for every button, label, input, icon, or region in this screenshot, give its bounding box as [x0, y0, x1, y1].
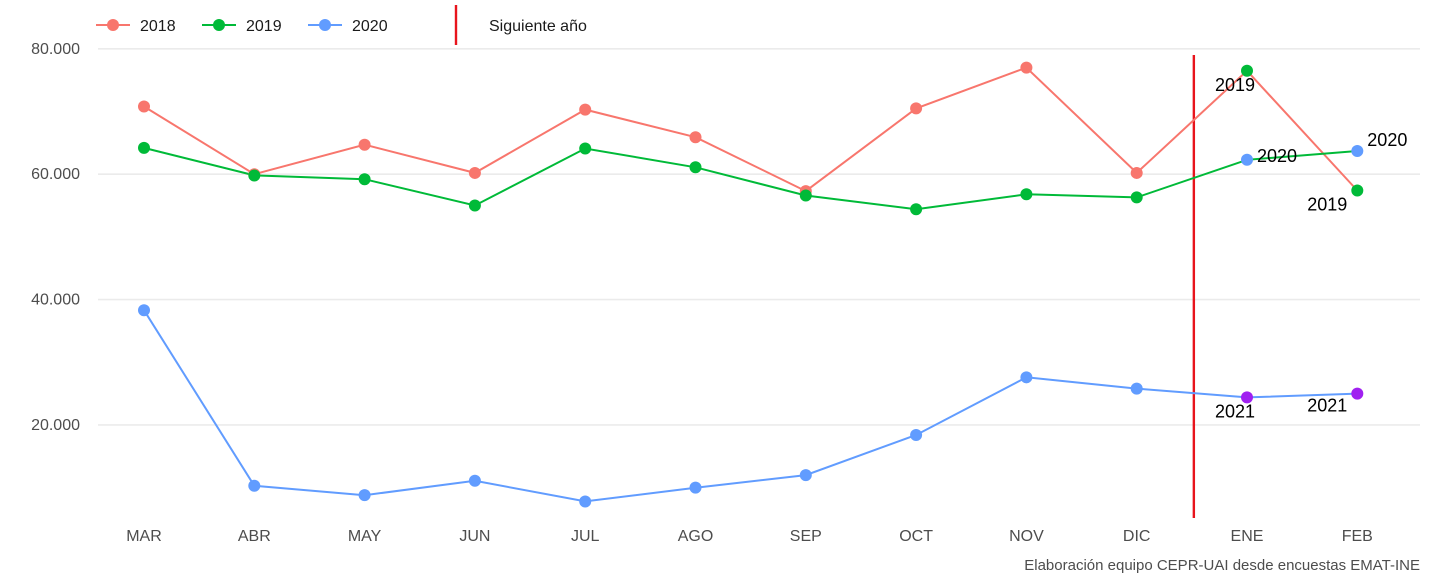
legend-label-2019: 2019	[246, 18, 282, 35]
point-annotation: 2021	[1215, 401, 1255, 421]
y-tick-label: 20.000	[31, 417, 80, 434]
data-point-2019-NOV	[1020, 188, 1033, 201]
x-tick-label: MAR	[126, 528, 162, 545]
series-line-2019	[143, 146, 1358, 211]
x-tick-label: DIC	[1123, 528, 1151, 545]
data-point-2019-ABR	[248, 169, 261, 182]
x-tick-label: NOV	[1009, 528, 1044, 545]
series-points	[138, 61, 1364, 508]
x-tick-label: OCT	[899, 528, 933, 545]
data-point-2020-OCT	[910, 428, 923, 441]
data-point-2018-AGO	[689, 131, 702, 144]
x-tick-label: SEP	[790, 528, 822, 545]
x-tick-label: ABR	[238, 528, 271, 545]
series-line-2018	[143, 66, 1359, 193]
legend-label-2020: 2020	[352, 18, 388, 35]
data-point-2020-JUL	[579, 495, 592, 508]
x-tick-label: JUN	[459, 528, 490, 545]
series-lines	[143, 66, 1359, 503]
point-annotation: 2019	[1307, 194, 1347, 214]
data-point-2018-FEB	[1351, 184, 1364, 197]
x-tick-label: JUL	[571, 528, 600, 545]
point-annotations: 2019 2020 2021 2020 2019 2021	[1215, 75, 1407, 422]
data-point-2018-OCT	[910, 102, 923, 115]
point-annotation: 2019	[1215, 75, 1255, 95]
data-point-2020-ENE	[1241, 391, 1253, 404]
data-point-2020-MAY	[358, 489, 371, 502]
data-point-2020-AGO	[689, 481, 702, 494]
data-point-2018-JUL	[579, 103, 592, 116]
data-point-2018-DIC	[1130, 166, 1143, 179]
y-tick-label: 60.000	[31, 166, 80, 183]
data-point-2018-NOV	[1020, 61, 1033, 74]
data-point-2019-AGO	[689, 161, 702, 174]
legend-label-next-year: Siguiente año	[489, 18, 587, 35]
legend-key-point-2020	[319, 19, 331, 31]
data-point-2019-FEB	[1351, 144, 1364, 157]
data-point-2019-JUN	[468, 199, 481, 212]
point-annotation: 2021	[1307, 396, 1347, 416]
series-line-2020	[143, 309, 1358, 503]
data-point-2020-JUN	[468, 474, 481, 487]
x-tick-label: ENE	[1231, 528, 1264, 545]
y-gridlines	[98, 48, 1420, 426]
data-point-2019-MAY	[358, 173, 371, 186]
legend: 2018 2019 2020 Siguiente año	[96, 5, 587, 45]
data-point-2019-ENE	[1241, 153, 1253, 166]
data-point-2018-ENE	[1241, 64, 1253, 77]
x-axis-ticks: MAR ABR MAY JUN JUL AGO SEP OCT NOV DIC ENE FEB	[126, 528, 1373, 545]
data-point-2020-SEP	[799, 469, 812, 482]
data-point-2020-ABR	[248, 479, 261, 492]
data-point-2020-MAR	[138, 304, 150, 317]
data-point-2020-FEB	[1351, 387, 1364, 400]
x-tick-label: AGO	[678, 528, 714, 545]
point-annotation: 2020	[1257, 146, 1297, 166]
x-tick-label: MAY	[348, 528, 382, 545]
legend-key-point-2018	[107, 19, 119, 31]
point-annotation: 2020	[1367, 130, 1407, 150]
legend-key-point-2019	[213, 19, 225, 31]
y-axis-ticks: 20.000 40.000 60.000 80.000	[31, 41, 80, 434]
data-point-2019-OCT	[910, 203, 923, 216]
chart-caption: Elaboración equipo CEPR-UAI desde encues…	[1024, 557, 1420, 574]
data-point-2018-JUN	[468, 166, 481, 179]
data-point-2019-DIC	[1130, 191, 1143, 204]
data-point-2019-SEP	[799, 189, 812, 202]
data-point-2019-JUL	[579, 142, 592, 155]
data-point-2018-MAR	[138, 100, 150, 113]
data-point-2020-DIC	[1130, 382, 1143, 395]
data-point-2020-NOV	[1020, 371, 1033, 384]
x-tick-label: FEB	[1342, 528, 1373, 545]
data-point-2019-MAR	[138, 141, 150, 154]
data-point-2018-MAY	[358, 138, 371, 151]
y-tick-label: 80.000	[31, 41, 80, 58]
legend-label-2018: 2018	[140, 18, 176, 35]
y-tick-label: 40.000	[31, 292, 80, 309]
